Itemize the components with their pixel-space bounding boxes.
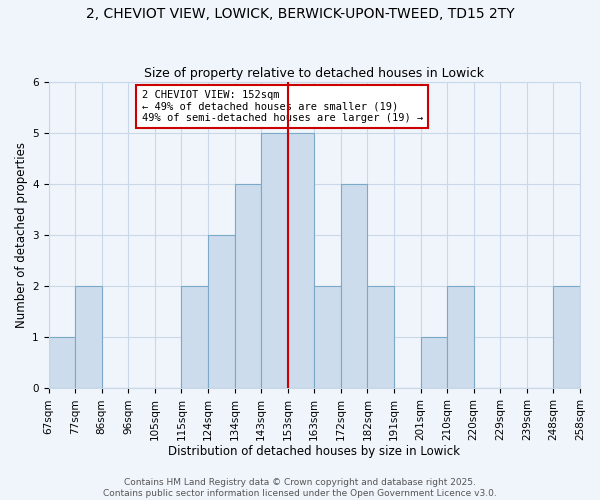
Bar <box>261 133 287 388</box>
Bar <box>553 286 580 388</box>
X-axis label: Distribution of detached houses by size in Lowick: Distribution of detached houses by size … <box>168 444 460 458</box>
Bar <box>75 286 101 388</box>
Bar <box>287 133 314 388</box>
Bar <box>421 338 447 388</box>
Bar <box>341 184 367 388</box>
Y-axis label: Number of detached properties: Number of detached properties <box>15 142 28 328</box>
Bar <box>314 286 341 388</box>
Text: 2 CHEVIOT VIEW: 152sqm
← 49% of detached houses are smaller (19)
49% of semi-det: 2 CHEVIOT VIEW: 152sqm ← 49% of detached… <box>142 90 423 123</box>
Bar <box>181 286 208 388</box>
Bar <box>367 286 394 388</box>
Bar <box>235 184 261 388</box>
Bar <box>49 338 75 388</box>
Text: 2, CHEVIOT VIEW, LOWICK, BERWICK-UPON-TWEED, TD15 2TY: 2, CHEVIOT VIEW, LOWICK, BERWICK-UPON-TW… <box>86 8 514 22</box>
Bar <box>447 286 474 388</box>
Text: Contains HM Land Registry data © Crown copyright and database right 2025.
Contai: Contains HM Land Registry data © Crown c… <box>103 478 497 498</box>
Bar <box>208 236 235 388</box>
Title: Size of property relative to detached houses in Lowick: Size of property relative to detached ho… <box>144 66 484 80</box>
